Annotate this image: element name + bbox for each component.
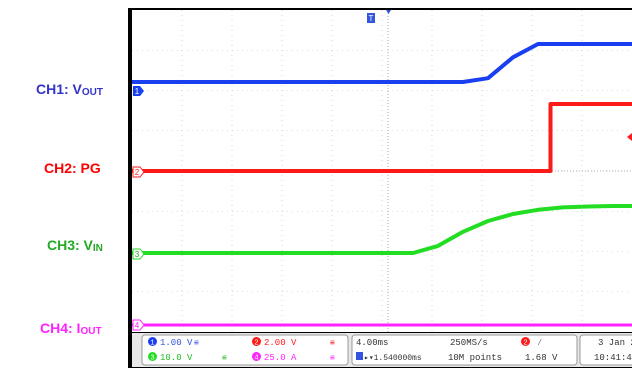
ch3-bw-icon: ≌: [222, 354, 227, 363]
ch3-scale: 10.0 V: [160, 353, 193, 363]
ch4-marker-shape: [132, 319, 145, 331]
ch4-badge-text: 4: [254, 355, 258, 363]
ch4-label-sub: OUT: [80, 326, 102, 337]
date: 3 Jan 2: [598, 338, 632, 348]
ch4-badge: [252, 352, 261, 361]
trigger-position: ▸▾1.540000ms: [364, 354, 422, 363]
trace-ch2: [132, 102, 632, 173]
ch3-label: CH3: VIN: [47, 237, 103, 254]
ch2-label: CH2: PG: [44, 160, 101, 176]
ch2-ground-marker: 2: [132, 166, 145, 178]
ch1-marker-shape: [133, 86, 144, 96]
trigger-marker-label: T: [369, 14, 374, 23]
ch2-marker-shape: [132, 166, 145, 178]
ch4-marker-text: 4: [135, 321, 140, 330]
record-length: 10M points: [448, 353, 502, 363]
ch1-badge: [148, 337, 157, 346]
trigger-level: 1.68 V: [525, 353, 558, 363]
ch2-badge: [252, 337, 261, 346]
ch1-badge-text: 1: [150, 340, 154, 348]
trigger-channel-badge: [521, 337, 530, 346]
ch1-ground-marker: 1: [133, 86, 144, 96]
time: 10:41:42: [594, 353, 632, 363]
ch1-label-sub: OUT: [81, 87, 104, 98]
trigger-position-arrow: [386, 10, 391, 14]
scope-traces: [132, 42, 632, 327]
ch3-badge: [148, 352, 157, 361]
ch3-label-main: CH3: V: [47, 237, 93, 253]
datetime-box: [579, 334, 632, 366]
trace-ch1: [132, 42, 632, 84]
trigger-slope-icon: ∕: [537, 338, 542, 348]
trace-ch3: [132, 204, 632, 255]
ch1-scale: 1.00 V: [160, 338, 193, 348]
ch1-label: CH1: VOUT: [36, 81, 104, 98]
ch2-scale: 2.00 V: [264, 338, 297, 348]
trigger-channel: 2: [523, 340, 527, 348]
ch3-marker-text: 3: [135, 250, 140, 259]
vertical-settings-box[interactable]: [141, 334, 349, 366]
ch2-bw-icon: ≌: [330, 339, 335, 348]
ch1-marker-text: 1: [135, 87, 140, 96]
status-bar: 1 1.00 V ≌ 2 2.00 V ≌ 3 10.0 V ≌ 4 25.0 …: [132, 333, 632, 367]
ch3-ground-marker: 3: [132, 248, 145, 260]
trigger-marker: [367, 13, 375, 23]
ch4-bw-icon: ≌: [330, 354, 335, 363]
ch1-label-main: CH1: V: [36, 81, 82, 97]
ch3-label-sub: IN: [92, 243, 103, 254]
trigger-pos-icon: [356, 352, 363, 360]
ch3-marker-shape: [132, 248, 145, 260]
ch1-bw-icon: ≌: [194, 339, 199, 348]
ch4-scale: 25.0 A: [264, 353, 297, 363]
ch2-marker-text: 2: [135, 168, 140, 177]
trigger-level-arrow: [627, 133, 632, 141]
ch4-label-main: CH4: I: [40, 320, 81, 336]
ch2-badge-text: 2: [254, 340, 258, 348]
ch3-badge-text: 3: [150, 355, 154, 363]
horizontal-settings-box[interactable]: [351, 334, 578, 366]
ch2-label-main: CH2: PG: [44, 160, 101, 176]
sample-rate: 250MS/s: [450, 338, 488, 348]
timebase: 4.00ms: [356, 338, 388, 348]
ch4-ground-marker: 4: [132, 319, 145, 331]
ch4-label: CH4: IOUT: [40, 320, 102, 337]
